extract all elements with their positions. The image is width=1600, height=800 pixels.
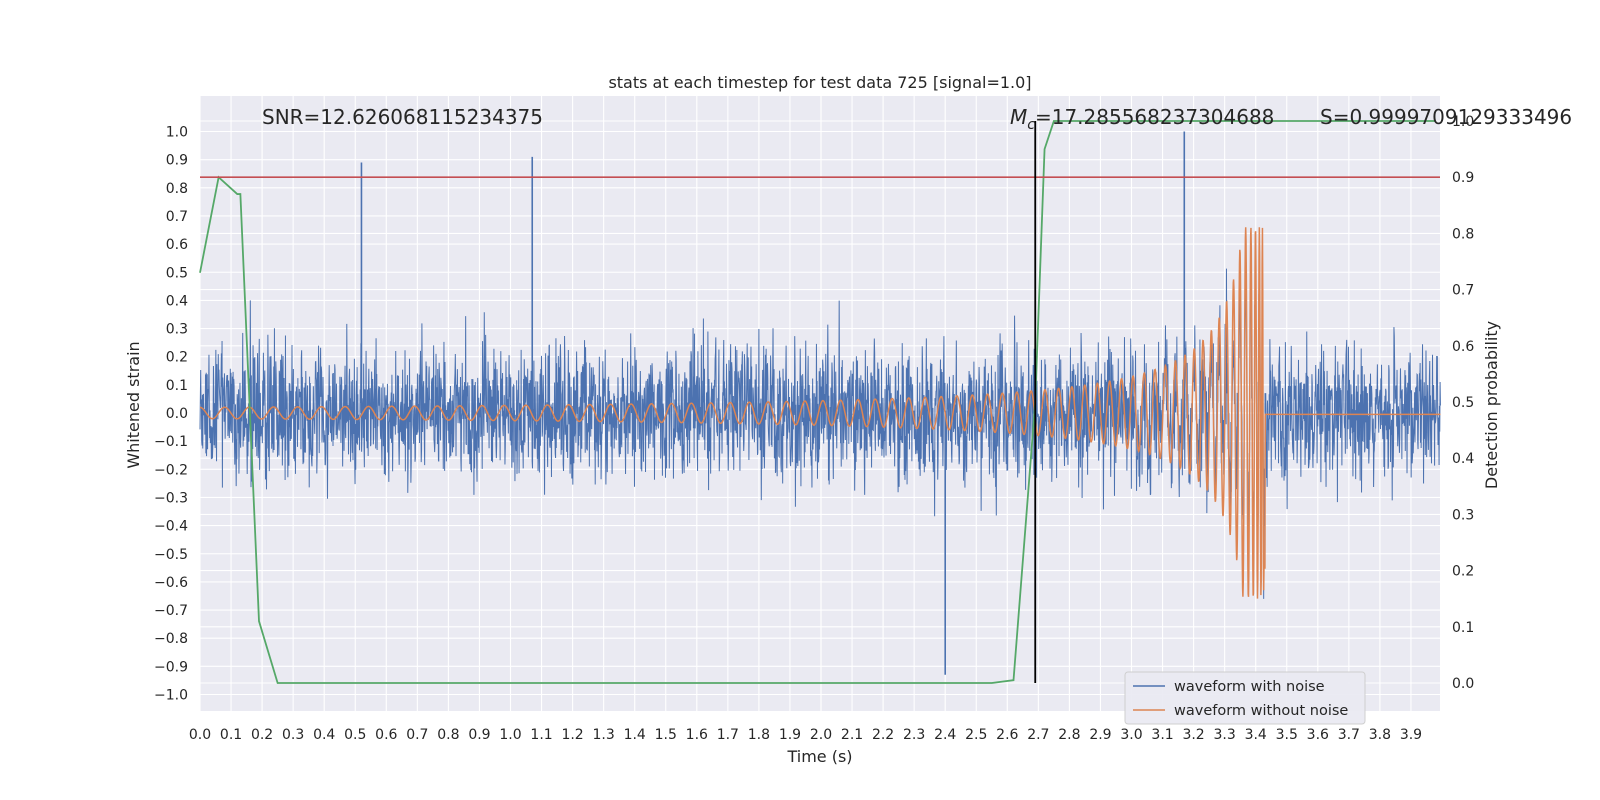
y-tick-left-17: −0.7 — [154, 603, 188, 619]
x-tick-12: 1.2 — [561, 727, 583, 743]
y-tick-left-20: −1.0 — [154, 688, 188, 704]
y-tick-right-8: 0.2 — [1452, 564, 1474, 580]
x-tick-28: 2.8 — [1058, 727, 1080, 743]
snr-annotation: SNR=12.626068115234375 — [262, 105, 543, 129]
y-tick-right-5: 0.5 — [1452, 395, 1474, 411]
y-tick-right-1: 0.9 — [1452, 170, 1474, 186]
x-tick-10: 1.0 — [499, 727, 521, 743]
x-tick-13: 1.3 — [593, 727, 615, 743]
x-tick-0: 0.0 — [189, 727, 211, 743]
x-tick-34: 3.4 — [1245, 727, 1267, 743]
y-tick-right-6: 0.4 — [1452, 451, 1474, 467]
y-tick-right-4: 0.6 — [1452, 339, 1474, 355]
mc-annotation: Mc=17.285568237304688 — [1010, 105, 1274, 133]
x-tick-8: 0.8 — [437, 727, 459, 743]
x-axis-label: Time (s) — [786, 747, 852, 766]
probability-line — [199, 120, 1436, 684]
x-tick-37: 3.7 — [1338, 727, 1360, 743]
x-tick-2: 0.2 — [251, 727, 273, 743]
chart-title: stats at each timestep for test data 725… — [608, 73, 1031, 92]
x-tick-38: 3.8 — [1369, 727, 1391, 743]
y-tick-left-11: −0.1 — [154, 434, 188, 450]
y-tick-left-18: −0.8 — [154, 631, 188, 647]
y-tick-right-0: 1.0 — [1452, 114, 1474, 130]
x-tick-14: 1.4 — [624, 727, 646, 743]
y-tick-left-3: 0.7 — [166, 209, 188, 225]
mc-subscript: c — [1027, 117, 1035, 133]
y-tick-left-5: 0.5 — [166, 265, 188, 281]
x-tick-33: 3.3 — [1214, 727, 1236, 743]
y-tick-left-10: 0.0 — [166, 406, 188, 422]
y-tick-left-15: −0.5 — [154, 547, 188, 563]
x-tick-11: 1.1 — [530, 727, 552, 743]
y-tick-labels-right: 1.0 0.9 0.8 0.7 0.6 0.5 0.4 0.3 0.2 0.1 0.0 — [1452, 114, 1474, 692]
x-tick-6: 0.6 — [375, 727, 397, 743]
mc-symbol: M — [1010, 105, 1027, 129]
x-tick-5: 0.5 — [344, 727, 366, 743]
y-tick-right-3: 0.7 — [1452, 283, 1474, 299]
x-tick-19: 1.9 — [779, 727, 801, 743]
x-tick-17: 1.7 — [717, 727, 739, 743]
mc-value: =17.285568237304688 — [1035, 105, 1274, 129]
y-tick-right-9: 0.1 — [1452, 620, 1474, 636]
x-tick-4: 0.4 — [313, 727, 335, 743]
series-detection-probability — [199, 120, 1436, 684]
y-tick-left-12: −0.2 — [154, 462, 188, 478]
x-tick-3: 0.3 — [282, 727, 304, 743]
legend: waveform with noise waveform without noi… — [1124, 671, 1366, 725]
x-tick-29: 2.9 — [1089, 727, 1111, 743]
legend-box — [1124, 671, 1366, 725]
x-tick-16: 1.6 — [686, 727, 708, 743]
x-tick-26: 2.6 — [996, 727, 1018, 743]
x-tick-24: 2.4 — [934, 727, 956, 743]
y-tick-left-14: −0.4 — [154, 519, 188, 535]
x-tick-labels: 0.0 0.1 0.2 0.3 0.4 0.5 0.6 0.7 0.8 0.9 1.0 1.1 1.2 1… — [189, 727, 1422, 743]
clean-line — [199, 227, 1441, 599]
y-tick-left-6: 0.4 — [166, 293, 188, 309]
y-tick-labels-left: 1.0 0.9 0.8 0.7 0.6 0.5 0.4 0.3 0.2 0.1 0.0 −0.1 −0.… — [154, 125, 188, 704]
y-tick-left-2: 0.8 — [166, 181, 188, 197]
y-tick-right-7: 0.3 — [1452, 507, 1474, 523]
noise-line — [199, 262, 1441, 599]
x-tick-36: 3.6 — [1307, 727, 1329, 743]
x-tick-30: 3.0 — [1120, 727, 1142, 743]
x-tick-18: 1.8 — [748, 727, 770, 743]
y-axis-label-left: Whitened strain — [124, 341, 143, 468]
x-tick-9: 0.9 — [468, 727, 490, 743]
y-tick-right-2: 0.8 — [1452, 226, 1474, 242]
y-tick-left-1: 0.9 — [166, 153, 188, 169]
x-tick-35: 3.5 — [1276, 727, 1298, 743]
x-tick-32: 3.2 — [1182, 727, 1204, 743]
y-tick-left-7: 0.3 — [166, 322, 188, 338]
x-tick-20: 2.0 — [810, 727, 832, 743]
y-tick-left-9: 0.1 — [166, 378, 188, 394]
y-tick-left-19: −0.9 — [154, 659, 188, 675]
x-tick-23: 2.3 — [903, 727, 925, 743]
y-tick-left-16: −0.6 — [154, 575, 188, 591]
s-annotation: S=0.9999709129333496 — [1320, 105, 1572, 129]
y-tick-left-4: 0.6 — [166, 237, 188, 253]
x-tick-1: 0.1 — [220, 727, 242, 743]
y-axis-label-right: Detection probability — [1482, 321, 1501, 489]
legend-label-clean: waveform without noise — [1174, 703, 1348, 719]
legend-label-noise: waveform with noise — [1174, 679, 1325, 695]
x-tick-15: 1.5 — [655, 727, 677, 743]
x-tick-27: 2.7 — [1027, 727, 1049, 743]
y-tick-left-8: 0.2 — [166, 350, 188, 366]
x-tick-39: 3.9 — [1400, 727, 1422, 743]
x-tick-7: 0.7 — [406, 727, 428, 743]
series-waveform-without-noise — [199, 227, 1441, 599]
y-tick-left-0: 1.0 — [166, 125, 188, 141]
x-tick-25: 2.5 — [965, 727, 987, 743]
x-tick-31: 3.1 — [1151, 727, 1173, 743]
y-tick-right-10: 0.0 — [1452, 676, 1474, 692]
x-tick-22: 2.2 — [872, 727, 894, 743]
y-tick-left-13: −0.3 — [154, 490, 188, 506]
x-tick-21: 2.1 — [841, 727, 863, 743]
